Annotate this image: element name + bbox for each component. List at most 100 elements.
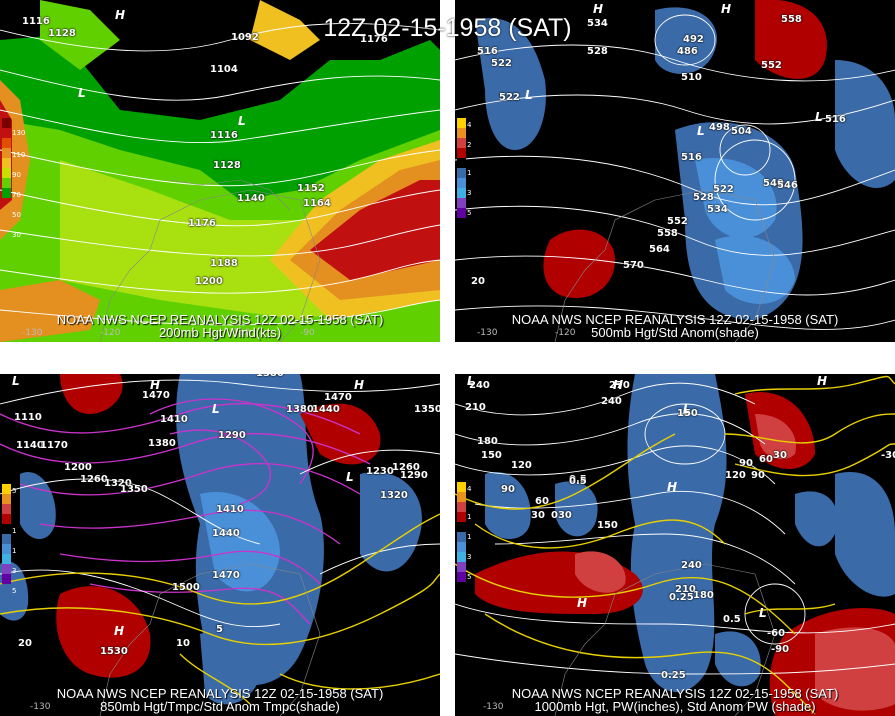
legend-label: 3 [467,189,472,197]
contour-label: 1260 [392,462,420,473]
contour-label: 270 [609,380,630,391]
contour-label: 558 [781,14,802,25]
contour-label: 1176 [188,218,216,229]
contour-label: 150 [597,520,618,531]
contour-label: 522 [491,58,512,69]
contour-label: 516 [681,152,702,163]
contour-label: 1116 [210,130,238,141]
contour-label: 1260 [80,474,108,485]
contour-label: 90 [751,470,765,481]
low-pressure-marker: L [238,114,246,128]
panel-200mb-map [0,0,440,342]
contour-label: 498 [709,122,730,133]
1000mb-precipitable-water-contours [455,375,895,715]
low-pressure-marker: L [697,124,705,138]
contour-label: -60 [767,628,786,639]
longitude-label: -130 [477,328,498,338]
contour-label: 492 [683,34,704,45]
contour-label: 1380 [286,404,314,415]
contour-label: 240 [469,380,490,391]
contour-label: 1140 [237,193,265,204]
panel-footer-field: 1000mb Hgt, PW(inches), Std Anom PW (sha… [534,699,816,714]
longitude-label: -90 [300,328,315,338]
contour-label: 180 [477,436,498,447]
low-pressure-marker: L [78,86,86,100]
contour-label: 1350 [414,404,440,415]
legend-label: 3 [12,567,17,575]
panel-500mb-legend [457,118,466,218]
panel-footer-field: 850mb Hgt/Tmpc/Std Anom Tmpc(shade) [100,699,340,714]
contour-label: -90 [771,644,790,655]
contour-label: -30 [881,450,895,461]
contour-label: 1470 [212,570,240,581]
contour-label: 546 [777,180,798,191]
contour-label: 1500 [172,582,200,593]
high-pressure-marker: H [354,378,365,392]
contour-label: 210 [675,584,696,595]
panel-footer-source: NOAA NWS NCEP REANALYSIS 12Z 02-15-1958 … [511,686,839,701]
legend-label: 5 [12,487,17,495]
legend-label: 110 [12,151,26,159]
panel-footer-field: 200mb Hgt/Wind(kts) [158,325,282,340]
contour-label: 1320 [104,478,132,489]
high-pressure-marker: H [114,624,125,638]
850mb-temperature-contours [0,398,371,625]
legend-label: 90 [12,171,21,179]
contour-label: 486 [677,46,698,57]
high-pressure-marker: H [577,596,588,610]
contour-label: 1350 [120,484,148,495]
contour-label: 1104 [210,64,238,75]
contour-label: 552 [667,216,688,227]
contour-label: 1176 [360,34,388,45]
high-pressure-marker: H [721,2,732,16]
contour-label: 150 [677,408,698,419]
contour-label: 534 [707,204,728,215]
panel-footer-field: 500mb Hgt/Std Anom(shade) [591,325,759,340]
coastlines [99,179,321,342]
850mb-temperature-zero-lines [0,513,440,705]
contour-label: 1128 [48,28,76,39]
coastlines [99,563,321,716]
contour-label: 522 [713,184,734,195]
contour-label: 516 [477,46,498,57]
contour-label: 552 [761,60,782,71]
panel-footer-source: NOAA NWS NCEP REANALYSIS 12Z 02-15-1958 … [511,312,839,327]
contour-label: 1290 [400,470,428,481]
legend-label: 5 [467,573,472,581]
contour-label: 210 [465,402,486,413]
850mb-height-contours [0,379,440,628]
contour-label: 528 [587,46,608,57]
panel-1000mb-precipitable-water: 4 1 1 3 5 240 210 180 150 120 90 60 30 0… [455,374,895,716]
panel-footer-source: NOAA NWS NCEP REANALYSIS 12Z 02-15-1958 … [56,686,384,701]
panel-1000mb-legend [457,482,466,582]
contour-label: 30 [531,510,545,521]
legend-label: 3 [467,553,472,561]
contour-label: 60 [535,496,549,507]
contour-label: 1200 [64,462,92,473]
contour-label: 60 [759,454,773,465]
panel-200mb-wind: 130 110 90 70 50 30 1116 1128 1092 1104 … [0,0,440,342]
low-pressure-marker: L [759,606,767,620]
legend-label: 5 [12,587,17,595]
contour-label: 1320 [380,490,408,501]
high-pressure-marker: H [150,378,161,392]
longitude-label: -130 [483,702,504,712]
longitude-label: -110 [230,328,251,338]
contour-label: 1140 [16,440,44,451]
low-pressure-marker: L [683,402,691,416]
contour-label: 510 [681,72,702,83]
contour-label: 30 [773,450,787,461]
panel-1000mb-map [455,374,895,716]
panel-500mb-map [455,0,895,342]
200mb-height-contours [0,22,440,326]
contour-label: 20 [471,276,485,287]
contour-label: 1200 [195,276,223,287]
low-pressure-marker: L [525,88,533,102]
contour-label: 120 [511,460,532,471]
contour-label: 0.5 [569,474,587,485]
panel-200mb-legend [2,118,11,198]
legend-label: 70 [12,191,21,199]
legend-label: 4 [467,485,472,493]
legend-label: 1 [467,533,472,541]
legend-label: 30 [12,231,21,239]
